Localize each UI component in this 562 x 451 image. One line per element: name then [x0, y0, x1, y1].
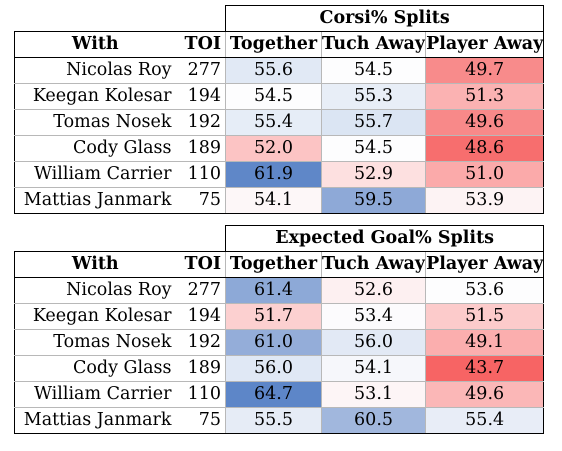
tuch-away-value: 54.5 — [320, 135, 427, 162]
toi-value: 189 — [175, 135, 226, 162]
player-away-value: 49.6 — [425, 109, 545, 136]
tuch-away-value: 52.6 — [320, 277, 427, 304]
col-header-tuch-away: Tuch Away — [320, 251, 427, 278]
col-header-together: Together — [225, 251, 322, 278]
tuch-away-value: 59.5 — [320, 187, 427, 214]
player-name: Keegan Kolesar — [14, 83, 176, 110]
toi-value: 75 — [175, 187, 226, 214]
tuch-away-value: 55.3 — [320, 83, 427, 110]
table-row: Keegan Kolesar 194 54.5 55.3 51.3 — [14, 83, 545, 110]
together-value: 54.5 — [225, 83, 322, 110]
player-away-value: 53.9 — [425, 187, 545, 214]
table-row: Mattias Janmark 75 54.1 59.5 53.9 — [14, 187, 545, 214]
tuch-away-value: 55.7 — [320, 109, 427, 136]
corsi-splits-table: Corsi% Splits With TOI Together Tuch Awa… — [14, 5, 545, 214]
tuch-away-value: 53.4 — [320, 303, 427, 330]
together-value: 56.0 — [225, 355, 322, 382]
tuch-away-value: 54.1 — [320, 355, 427, 382]
player-name: Mattias Janmark — [14, 187, 176, 214]
toi-value: 75 — [175, 407, 226, 434]
table-row: Mattias Janmark 75 55.5 60.5 55.4 — [14, 407, 545, 434]
together-value: 51.7 — [225, 303, 322, 330]
toi-value: 194 — [175, 83, 226, 110]
together-value: 55.4 — [225, 109, 322, 136]
player-away-value: 55.4 — [425, 407, 545, 434]
toi-value: 192 — [175, 109, 226, 136]
together-value: 64.7 — [225, 381, 322, 408]
table-row: Tomas Nosek 192 61.0 56.0 49.1 — [14, 329, 545, 356]
header-row: With TOI Together Tuch Away Player Away — [14, 251, 545, 278]
player-away-value: 51.3 — [425, 83, 545, 110]
table-row: Keegan Kolesar 194 51.7 53.4 51.5 — [14, 303, 545, 330]
player-name: Tomas Nosek — [14, 109, 176, 136]
table-title-row: Corsi% Splits — [15, 5, 545, 32]
player-away-value: 49.6 — [425, 381, 545, 408]
table-row: Tomas Nosek 192 55.4 55.7 49.6 — [14, 109, 545, 136]
header-row: With TOI Together Tuch Away Player Away — [14, 31, 545, 58]
player-away-value: 51.5 — [425, 303, 545, 330]
player-away-value: 48.6 — [425, 135, 545, 162]
player-name: William Carrier — [14, 161, 176, 188]
toi-value: 110 — [175, 381, 226, 408]
toi-value: 192 — [175, 329, 226, 356]
toi-value: 189 — [175, 355, 226, 382]
table-title: Expected Goal% Splits — [224, 225, 545, 252]
col-header-toi: TOI — [175, 251, 226, 278]
col-header-tuch-away: Tuch Away — [320, 31, 427, 58]
player-name: Cody Glass — [14, 135, 176, 162]
together-value: 55.5 — [225, 407, 322, 434]
player-name: Nicolas Roy — [14, 57, 176, 84]
table-row: Cody Glass 189 56.0 54.1 43.7 — [14, 355, 545, 382]
toi-value: 194 — [175, 303, 226, 330]
col-header-together: Together — [225, 31, 322, 58]
together-value: 55.6 — [225, 57, 322, 84]
col-header-with: With — [14, 31, 176, 58]
table-row: William Carrier 110 64.7 53.1 49.6 — [14, 381, 545, 408]
table-row: William Carrier 110 61.9 52.9 51.0 — [14, 161, 545, 188]
table-title-row: Expected Goal% Splits — [15, 225, 545, 252]
table-row: Nicolas Roy 277 61.4 52.6 53.6 — [14, 277, 545, 304]
together-value: 52.0 — [225, 135, 322, 162]
expected-goal-splits-table: Expected Goal% Splits With TOI Together … — [14, 225, 545, 434]
tuch-away-value: 54.5 — [320, 57, 427, 84]
tuch-away-value: 52.9 — [320, 161, 427, 188]
table-title: Corsi% Splits — [224, 5, 545, 32]
col-header-toi: TOI — [175, 31, 226, 58]
together-value: 54.1 — [225, 187, 322, 214]
tuch-away-value: 56.0 — [320, 329, 427, 356]
tuch-away-value: 60.5 — [320, 407, 427, 434]
toi-value: 277 — [175, 277, 226, 304]
together-value: 61.9 — [225, 161, 322, 188]
player-name: Cody Glass — [14, 355, 176, 382]
toi-value: 110 — [175, 161, 226, 188]
together-value: 61.4 — [225, 277, 322, 304]
player-away-value: 43.7 — [425, 355, 545, 382]
player-away-value: 49.7 — [425, 57, 545, 84]
player-name: Mattias Janmark — [14, 407, 176, 434]
player-away-value: 49.1 — [425, 329, 545, 356]
table-row: Cody Glass 189 52.0 54.5 48.6 — [14, 135, 545, 162]
player-name: William Carrier — [14, 381, 176, 408]
col-header-with: With — [14, 251, 176, 278]
col-header-player-away: Player Away — [425, 251, 545, 278]
toi-value: 277 — [175, 57, 226, 84]
player-name: Nicolas Roy — [14, 277, 176, 304]
tuch-away-value: 53.1 — [320, 381, 427, 408]
player-name: Tomas Nosek — [14, 329, 176, 356]
player-away-value: 51.0 — [425, 161, 545, 188]
player-name: Keegan Kolesar — [14, 303, 176, 330]
together-value: 61.0 — [225, 329, 322, 356]
col-header-player-away: Player Away — [425, 31, 545, 58]
table-row: Nicolas Roy 277 55.6 54.5 49.7 — [14, 57, 545, 84]
player-away-value: 53.6 — [425, 277, 545, 304]
